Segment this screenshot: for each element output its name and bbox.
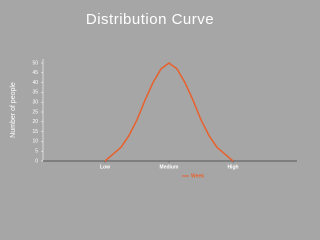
y-tick-label: 50: [32, 60, 38, 66]
y-tick-label: 5: [35, 149, 38, 155]
y-tick-label: 30: [32, 100, 38, 106]
y-tick-label: 15: [32, 129, 38, 135]
chart-title: Distribution Curve: [86, 11, 214, 28]
y-tick-label: 35: [32, 90, 38, 96]
y-tick-label: 20: [32, 119, 38, 125]
y-tick-label: 10: [32, 139, 38, 145]
legend-label: Week: [191, 173, 204, 179]
y-tick-label: 45: [32, 70, 38, 76]
x-tick-label: Low: [100, 164, 110, 170]
y-axis-label: Number of people: [10, 82, 17, 138]
x-tick-label: Medium: [160, 164, 179, 170]
y-tick-label: 25: [32, 109, 38, 115]
y-tick-label: 0: [35, 158, 38, 164]
line-series: [104, 62, 234, 162]
x-tick-label: High: [227, 164, 238, 170]
y-tick-label: 40: [32, 80, 38, 86]
chart: Distribution Curve Number of people 0 5 10…: [9, 10, 297, 180]
